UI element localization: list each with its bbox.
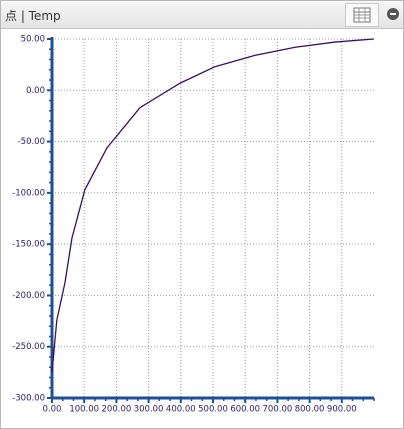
minimize-button[interactable] [387, 8, 399, 20]
y-tick-label: 50.00 [21, 35, 45, 45]
y-tick-label: 0.00 [26, 86, 45, 96]
x-tick-label: 800.00 [295, 405, 325, 415]
table-view-button[interactable] [345, 3, 379, 27]
y-tick-label: -200.00 [12, 291, 45, 301]
x-tick-label: 600.00 [230, 405, 260, 415]
y-tick-label: -50.00 [18, 137, 45, 147]
x-tick-label: 700.00 [263, 405, 293, 415]
x-tick-label: 300.00 [134, 405, 164, 415]
table-icon [353, 7, 371, 23]
x-tick-label: 500.00 [198, 405, 228, 415]
x-tick-label: 100.00 [69, 405, 99, 415]
x-tick-label: 400.00 [166, 405, 196, 415]
panel-header: 点 | Temp [1, 1, 403, 29]
y-tick-label: -150.00 [12, 240, 45, 250]
x-tick-label: 200.00 [102, 405, 132, 415]
y-tick-label: -100.00 [12, 188, 45, 198]
x-tick-label: 900.00 [327, 405, 357, 415]
y-tick-label: -250.00 [12, 342, 45, 352]
x-tick-label: 0.00 [43, 405, 62, 415]
line-series [51, 38, 375, 373]
panel-title: 点 | Temp [5, 9, 61, 23]
y-tick-label: -300.00 [12, 394, 45, 404]
chart: 50.00 0.00 -50.00 -100.00 -150.00 -200.00 -250… [12, 35, 375, 415]
